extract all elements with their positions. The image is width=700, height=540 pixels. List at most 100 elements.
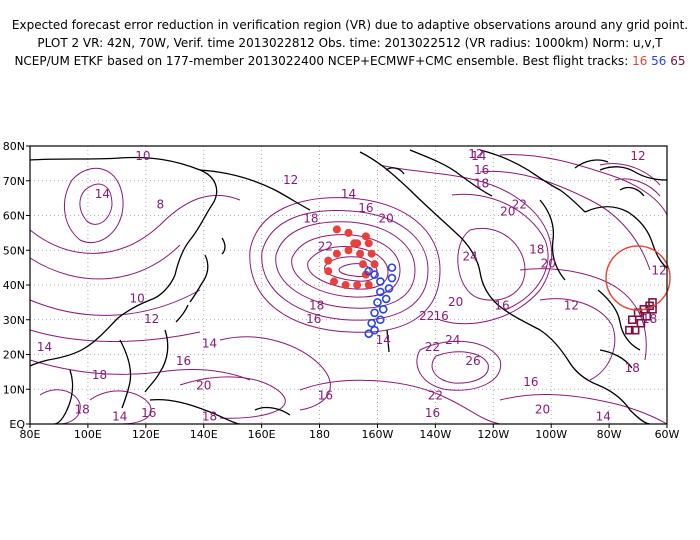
track-16-point [370,260,379,269]
track-16-point [356,249,365,258]
x-tick-label: 180 [309,428,330,441]
contour-label: 16 [474,163,489,177]
contour-label: 14 [471,149,486,163]
contour-label: 24 [445,333,460,347]
track-56-point [378,305,388,314]
contour-label: 18 [309,298,324,312]
contour-label: 20 [196,378,211,392]
track-65-point [642,311,652,321]
contour-label: 16 [318,389,333,403]
contour-label: 10 [135,149,150,163]
contour-label: 12 [630,149,645,163]
x-tick-label: 80E [20,428,41,441]
track-16-point [358,260,367,269]
y-tick-label: 40N [3,279,25,292]
contour-label: 16 [425,406,440,420]
track-56-point [373,298,382,307]
track-56-point [370,308,379,318]
track-65-point [636,318,646,328]
title-line-1: Expected forecast error reduction in ver… [11,18,689,32]
contour-label: 20 [535,403,550,417]
track-16-point [353,239,362,248]
contour-label: 24 [462,250,477,264]
track-56-point [376,277,385,286]
track-16-point [330,277,339,286]
contour-label: 18 [303,211,318,225]
track-16-point [353,281,362,289]
verification-region [605,245,671,311]
track-56-point [376,287,385,297]
track-16-point [332,249,341,258]
track-56-point [387,273,397,283]
y-tick-label: 50N [3,244,25,257]
contour-label: 16 [358,201,373,215]
contour-label: 20 [541,257,556,271]
contour-label: 18 [74,403,89,417]
contour-label: 14 [37,340,52,354]
track-56-point [370,270,379,279]
title-line-3-text: NCEP/UM ETKF based on 177-member 2013022… [14,54,629,68]
track-56-point [384,284,394,293]
contour-label: 18 [92,368,107,382]
contour-label: 20 [379,211,394,225]
contour-label: 22 [425,340,440,354]
track-65-point [630,325,640,335]
track-65-point [648,305,657,314]
contour-label: 12 [564,298,579,312]
track-16-point [341,281,350,289]
track-56-point [381,294,391,304]
track-16-point [332,225,341,234]
x-tick-label: 120E [132,428,160,441]
contour-label: 14 [95,187,110,201]
contour-label: 20 [448,295,463,309]
contour-label: 18 [202,410,217,424]
contour-label: 8 [156,198,164,212]
track-label-65: 65 [670,54,686,68]
contour-label: 18 [625,361,640,375]
track-56-point [387,263,397,272]
contour-label: 10 [129,291,144,305]
contour-label: 16 [523,375,538,389]
contour-label: 18 [474,177,489,191]
y-axis-ticks: EQ 10N 20N 30N 40N 50N 60N 70N 80N [3,140,30,431]
contour-label: 20 [500,205,515,219]
contour-label: 14 [202,337,217,351]
contour-label: 12 [144,312,159,326]
x-tick-label: 100W [535,428,567,441]
flight-track-56 [364,263,397,338]
contour-label: 16 [141,406,156,420]
contour-label: 16 [434,309,449,323]
contour-lines [29,154,668,425]
track-label-56: 56 [651,54,667,68]
contour-label: 16 [306,312,321,326]
contour-label: 22 [318,239,333,253]
track-16-point [344,228,353,237]
title-line-3: NCEP/UM ETKF based on 177-member 2013022… [0,54,700,68]
track-65-point [625,325,634,335]
contour-label: 22 [419,309,434,323]
track-16-point [364,239,373,248]
x-tick-label: 80W [597,428,622,441]
contour-label: 14 [341,187,356,201]
contour-label: 22 [428,389,443,403]
track-16-point [367,249,376,258]
y-tick-label: 30N [3,314,25,327]
contour-label: 22 [512,198,527,212]
contour-label: 12 [468,147,483,161]
x-tick-label: 140E [190,428,218,441]
contour-label: 12 [651,264,666,278]
x-tick-label: 120W [477,428,509,441]
x-tick-label: 60W [655,428,680,441]
track-16-point [364,281,373,289]
x-axis-ticks: 80E 100E 120E 140E 160E 180 160W 140W 120W 100W 80… [20,424,680,441]
contour-label: 12 [283,173,298,187]
track-65-point [627,315,637,325]
track-16-point [324,256,333,265]
y-tick-label: 80N [3,140,25,153]
y-tick-label: 60N [3,210,25,223]
y-tick-label: EQ [9,418,25,431]
coastlines [29,149,668,425]
contour-label: 14 [112,410,127,424]
x-tick-label: 140W [419,428,451,441]
